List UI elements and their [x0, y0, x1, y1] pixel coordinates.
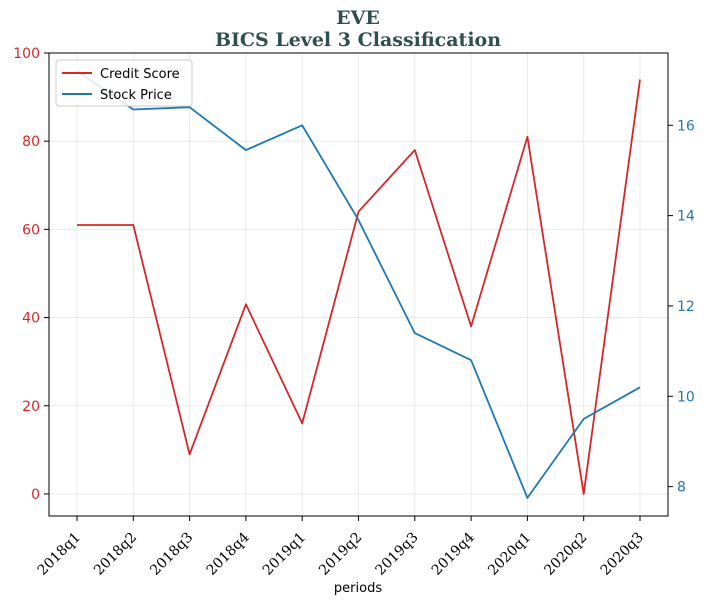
x-tick-label-2020q2: 2020q2: [541, 530, 590, 579]
left-tick-label-40: 40: [22, 311, 40, 327]
series-line-credit-score: [77, 79, 641, 495]
x-tick-label-2018q2: 2018q2: [91, 530, 140, 579]
right-tick-label-10: 10: [677, 389, 695, 405]
left-tick-label-100: 100: [13, 46, 40, 62]
x-tick-label-2019q1: 2019q1: [260, 530, 309, 579]
left-tick-label-0: 0: [31, 487, 40, 503]
x-axis-label: periods: [334, 581, 382, 596]
right-tick-label-8: 8: [677, 480, 686, 496]
right-tick-label-16: 16: [677, 118, 695, 134]
left-tick-label-80: 80: [22, 134, 40, 150]
x-tick-label-2018q4: 2018q4: [204, 529, 253, 578]
x-tick-label-2020q1: 2020q1: [485, 530, 534, 579]
series-line-stock-price: [76, 70, 641, 499]
chart-title-line1: EVE: [336, 7, 380, 29]
left-axis: 0 20 40 60 80 100: [13, 46, 49, 503]
grid-lines: [49, 52, 668, 516]
legend: Credit Score Stock Price: [55, 59, 193, 107]
right-tick-label-12: 12: [677, 299, 695, 315]
x-tick-label-2018q3: 2018q3: [147, 530, 196, 579]
x-tick-label-2019q4: 2019q4: [429, 529, 478, 578]
left-tick-label-20: 20: [22, 399, 40, 415]
x-axis: 2018q1 2018q2 2018q3 2018q4 2019q1 2019q2 2019…: [35, 516, 647, 579]
x-tick-label-2019q2: 2019q2: [316, 530, 365, 579]
series-lines: [76, 70, 641, 499]
right-axis: 8 10 12 14 16: [668, 118, 695, 496]
left-tick-label-60: 60: [22, 222, 40, 238]
right-tick-label-14: 14: [677, 209, 695, 225]
legend-label-stock-price: Stock Price: [100, 88, 172, 103]
chart-title-line2: BICS Level 3 Classification: [215, 29, 501, 51]
x-tick-label-2019q3: 2019q3: [372, 530, 421, 579]
legend-label-credit-score: Credit Score: [100, 67, 180, 82]
x-tick-label-2020q3: 2020q3: [598, 530, 647, 579]
x-tick-label-2018q1: 2018q1: [35, 530, 84, 579]
